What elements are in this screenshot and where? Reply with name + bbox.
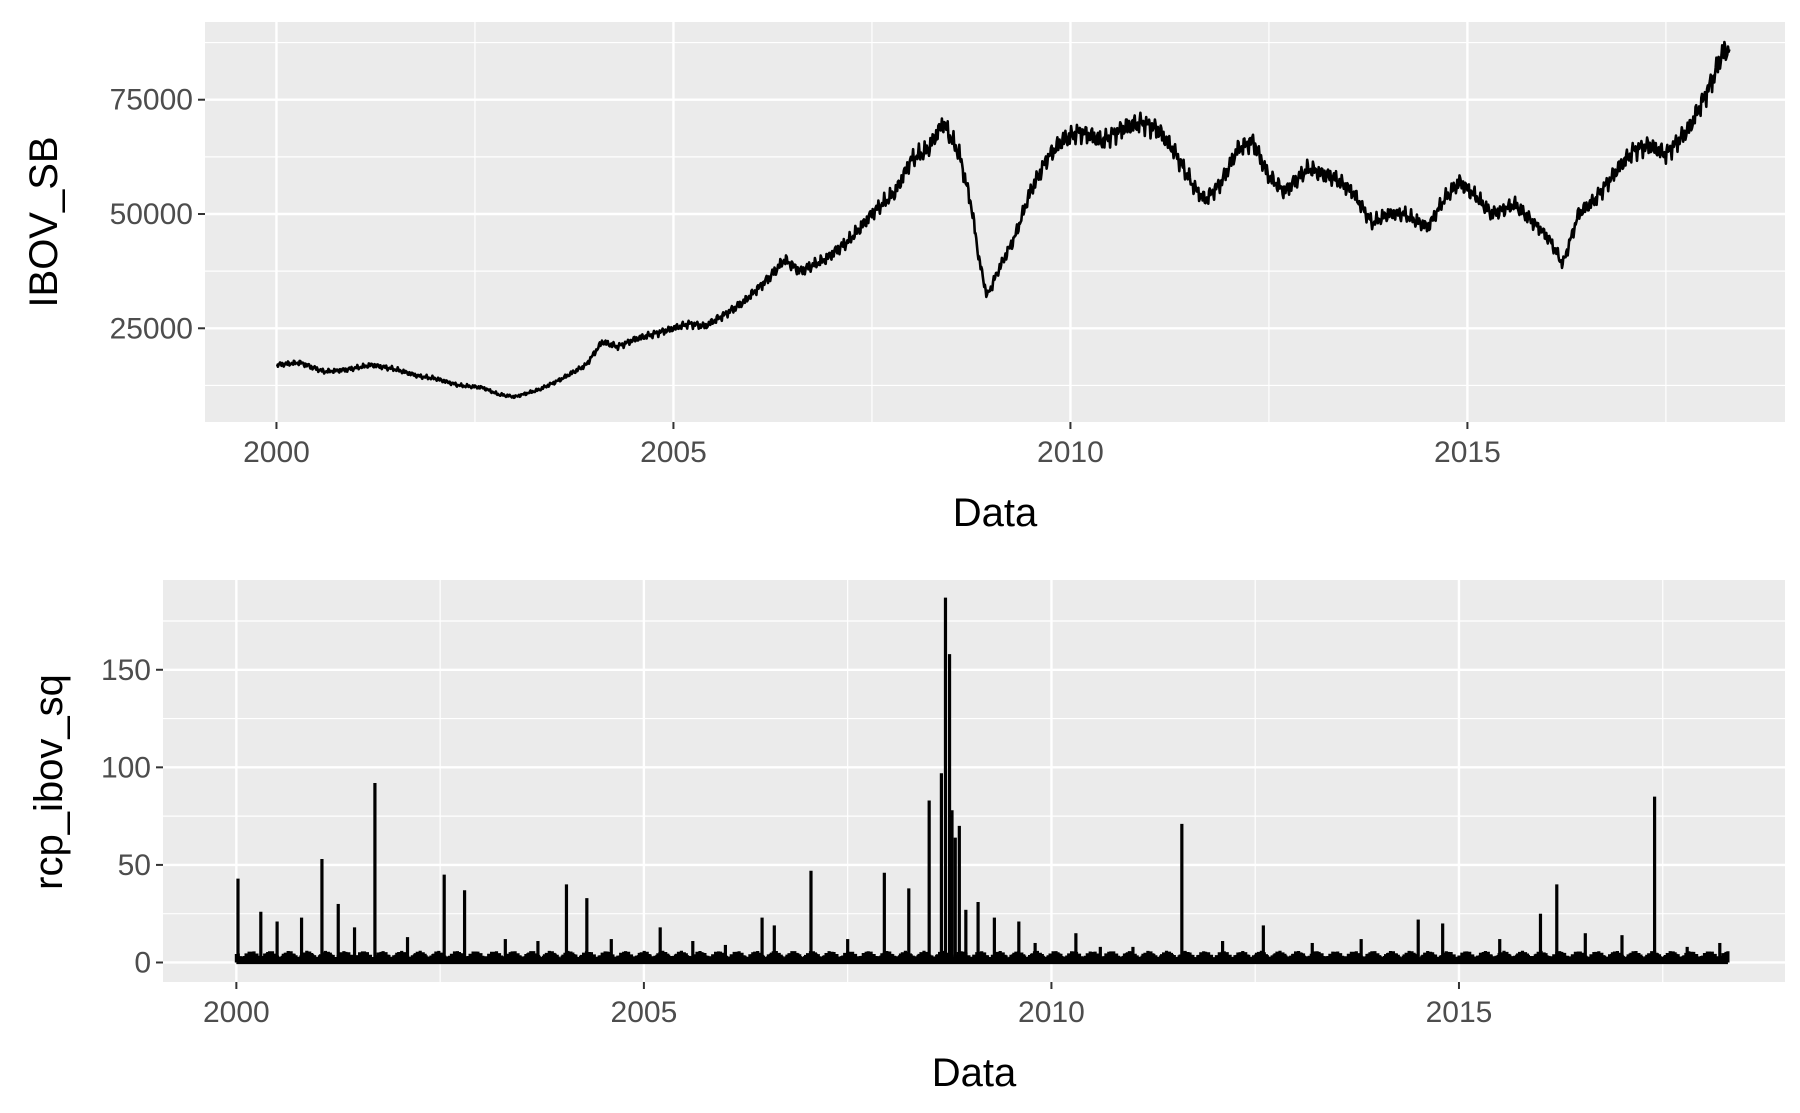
y-tick-label: 150	[101, 654, 151, 687]
x-tick-label: 2000	[203, 996, 270, 1029]
axis-ticks: 2000 2005 2010 2015 25000 50000 75000	[110, 84, 1501, 469]
y-axis-title: IBOV_SB	[22, 136, 66, 307]
series-layer	[275, 40, 1731, 400]
x-tick-label: 2010	[1037, 436, 1104, 469]
rcp-bar-chart: 2000 2005 2010 2015 0 50 100 150 Data rcp_ibov_…	[27, 580, 1785, 1095]
y-tick-label: 50000	[110, 198, 193, 231]
x-tick-label: 2005	[640, 436, 707, 469]
series-layer	[234, 597, 1730, 965]
ibov-series-line	[275, 40, 1731, 400]
y-tick-label: 0	[134, 946, 151, 979]
y-tick-label: 100	[101, 751, 151, 784]
plot-panel	[163, 580, 1785, 982]
plot-panel	[205, 22, 1785, 422]
x-tick-label: 2000	[243, 436, 310, 469]
x-axis-title: Data	[932, 1051, 1017, 1095]
ibov-line-chart: 2000 2005 2010 2015 25000 50000 75000 Data IBO…	[22, 22, 1785, 535]
baseline-noise	[234, 950, 1730, 963]
x-tick-label: 2015	[1434, 436, 1501, 469]
y-axis-title: rcp_ibov_sq	[27, 674, 71, 890]
y-tick-label: 25000	[110, 312, 193, 345]
x-tick-label: 2010	[1018, 996, 1085, 1029]
y-tick-label: 50	[118, 849, 151, 882]
x-tick-label: 2005	[611, 996, 678, 1029]
x-tick-label: 2015	[1426, 996, 1493, 1029]
y-tick-label: 75000	[110, 84, 193, 117]
x-axis-title: Data	[953, 491, 1038, 535]
axis-ticks: 2000 2005 2010 2015 0 50 100 150	[101, 654, 1492, 1029]
